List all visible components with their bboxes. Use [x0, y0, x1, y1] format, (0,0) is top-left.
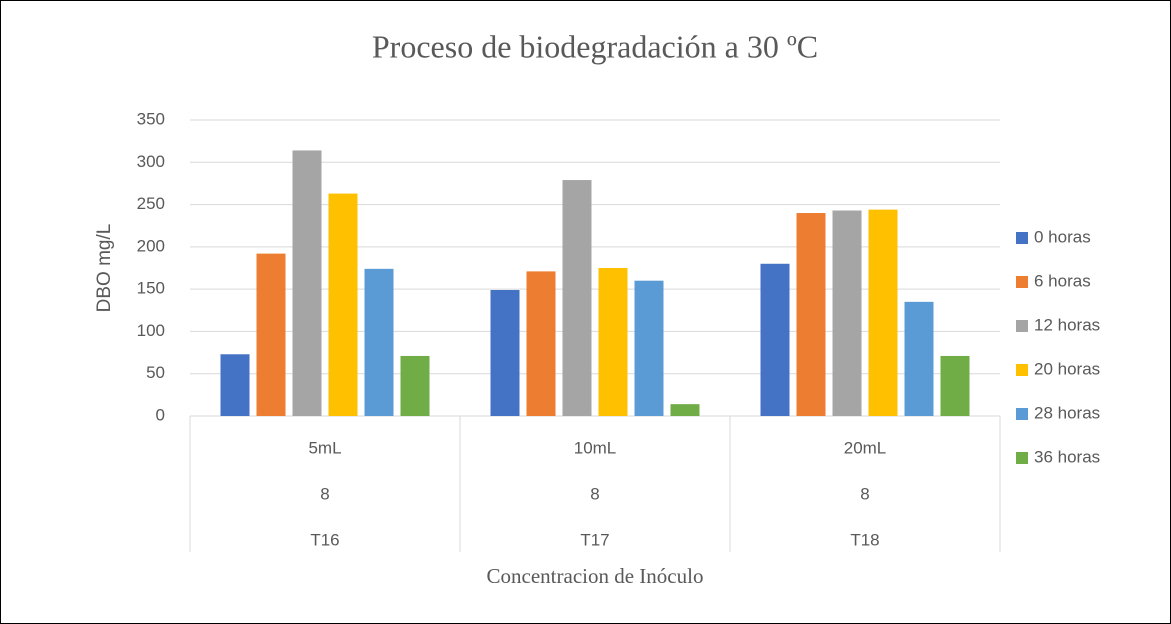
legend-label: 6 horas — [1034, 271, 1091, 290]
legend-swatch — [1016, 320, 1028, 332]
legend-swatch — [1016, 232, 1028, 244]
y-tick-label: 300 — [137, 152, 165, 171]
legend-swatch — [1016, 364, 1028, 376]
bar — [832, 210, 862, 416]
legend-label: 28 horas — [1034, 403, 1100, 422]
bar — [328, 193, 358, 416]
bar — [490, 289, 520, 416]
bar — [796, 213, 826, 416]
x-tick-label: 10mL — [574, 438, 617, 457]
bar — [760, 263, 790, 416]
y-tick-label: 150 — [137, 279, 165, 298]
y-tick-label: 200 — [137, 236, 165, 255]
y-tick-label: 0 — [156, 405, 165, 424]
bar — [400, 355, 430, 416]
bar — [256, 253, 286, 416]
bar — [220, 354, 250, 416]
y-axis-title: DBO mg/L — [94, 224, 115, 313]
x-tick-label: T18 — [850, 530, 879, 549]
bar — [364, 268, 394, 416]
y-tick-label: 100 — [137, 321, 165, 340]
legend-swatch — [1016, 408, 1028, 420]
legend-swatch — [1016, 276, 1028, 288]
x-tick-label: 8 — [590, 484, 599, 503]
bar — [634, 280, 664, 416]
y-tick-label: 250 — [137, 194, 165, 213]
y-tick-label: 50 — [146, 363, 165, 382]
bar — [904, 301, 934, 416]
x-tick-label: T17 — [580, 530, 609, 549]
x-axis-title: Concentracion de Inóculo — [487, 564, 704, 588]
legend-label: 0 horas — [1034, 227, 1091, 246]
x-tick-label: T16 — [310, 530, 339, 549]
legend-label: 36 horas — [1034, 447, 1100, 466]
bar — [940, 355, 970, 416]
bar — [292, 150, 322, 416]
bar — [868, 209, 898, 416]
bar — [562, 180, 592, 416]
legend-label: 20 horas — [1034, 359, 1100, 378]
x-tick-label: 8 — [860, 484, 869, 503]
x-tick-label: 20mL — [844, 438, 887, 457]
legend-swatch — [1016, 452, 1028, 464]
bar — [670, 404, 700, 416]
x-tick-label: 8 — [320, 484, 329, 503]
legend-label: 12 horas — [1034, 315, 1100, 334]
chart-title: Proceso de biodegradación a 30 ºC — [372, 28, 818, 64]
x-tick-label: 5mL — [308, 438, 341, 457]
bar — [598, 268, 628, 416]
y-tick-label: 350 — [137, 109, 165, 128]
bar — [526, 271, 556, 416]
